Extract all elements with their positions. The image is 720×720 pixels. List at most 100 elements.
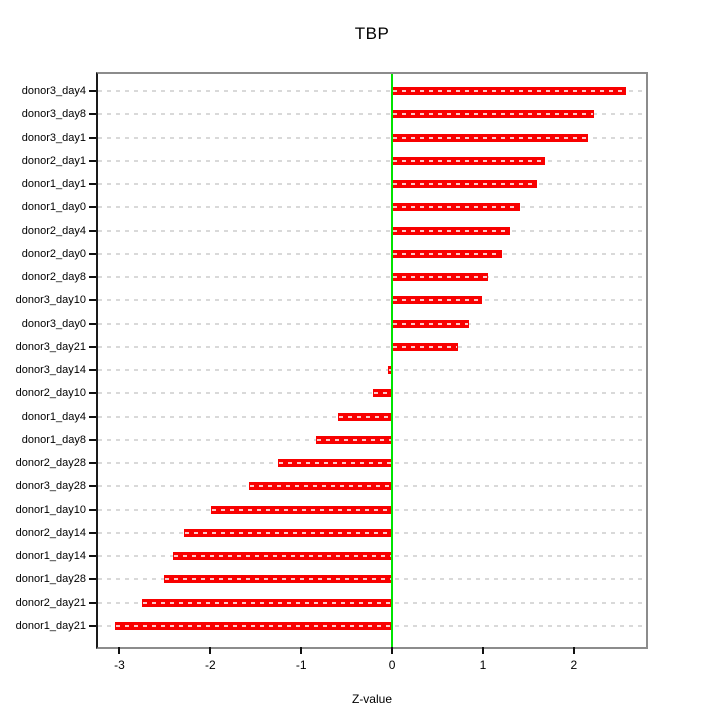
y-axis-label: donor3_day1 xyxy=(21,131,86,144)
plot-area: donor3_day4 donor3_day8 donor3_day1 donor2_… xyxy=(16,72,648,672)
y-axis-tick xyxy=(89,415,96,418)
bar-centerline xyxy=(393,299,482,302)
y-axis-tick xyxy=(89,183,96,185)
bar xyxy=(249,482,393,491)
y-axis-tick xyxy=(89,252,96,255)
bar-centerline xyxy=(393,90,625,92)
y-axis-tick xyxy=(89,90,96,92)
bar xyxy=(392,156,545,165)
bar xyxy=(183,528,393,537)
bar xyxy=(163,575,393,584)
y-axis-label: donor2_day14 xyxy=(15,526,86,539)
zero-reference-line xyxy=(391,74,394,647)
bar-centerline xyxy=(393,113,593,116)
gridline xyxy=(98,392,646,395)
y-axis-label: donor3_day4 xyxy=(21,85,86,97)
bar xyxy=(372,389,393,398)
bar-centerline xyxy=(373,392,392,395)
bar xyxy=(392,273,489,281)
bar xyxy=(173,552,393,560)
bar-centerline xyxy=(393,183,537,185)
gridline xyxy=(98,252,646,255)
y-axis-tick xyxy=(89,206,96,209)
x-axis-title: Z-value xyxy=(351,692,392,706)
bar xyxy=(392,319,470,328)
bar xyxy=(392,133,589,142)
gridline xyxy=(98,276,646,278)
x-axis-tick xyxy=(209,647,212,654)
bar xyxy=(392,203,521,212)
gridline xyxy=(98,345,646,348)
gridline xyxy=(98,299,646,302)
gridline xyxy=(98,369,646,371)
x-tick-label: -3 xyxy=(114,658,125,672)
y-axis-tick xyxy=(89,276,96,278)
y-axis-label: donor3_day21 xyxy=(15,340,86,353)
bar-centerline xyxy=(143,601,392,604)
y-axis-label: donor1_day28 xyxy=(15,573,86,586)
gridline xyxy=(98,90,646,92)
x-tick-label: -1 xyxy=(295,658,307,672)
y-axis-label: donor3_day0 xyxy=(21,317,86,330)
y-axis-tick xyxy=(89,299,96,302)
y-axis-label: donor2_day28 xyxy=(15,457,86,469)
bar-centerline xyxy=(393,252,502,255)
y-axis-tick xyxy=(89,485,96,488)
bar-centerline xyxy=(393,229,510,232)
bar-centerline xyxy=(115,624,392,627)
gridline xyxy=(98,113,646,116)
y-axis-tick xyxy=(89,392,96,395)
bar-centerline xyxy=(338,415,392,418)
bar-centerline xyxy=(174,555,392,557)
y-axis-tick xyxy=(89,113,96,116)
y-axis-label: donor1_day8 xyxy=(21,433,86,446)
bar-centerline xyxy=(184,531,392,534)
x-axis-tick xyxy=(118,647,121,654)
bar xyxy=(392,226,511,235)
bar-centerline xyxy=(316,438,392,441)
bar xyxy=(392,249,503,258)
bar-centerline xyxy=(164,578,392,581)
y-axis-tick xyxy=(89,601,96,604)
y-axis-tick xyxy=(89,369,96,371)
gridline xyxy=(98,136,646,139)
y-axis-tick xyxy=(89,578,96,581)
x-axis-tick xyxy=(300,647,303,654)
x-axis-tick xyxy=(481,647,484,654)
bar xyxy=(392,87,626,95)
bar xyxy=(392,110,594,119)
bar xyxy=(392,342,458,351)
bar-centerline xyxy=(393,345,457,348)
gridline xyxy=(98,206,646,209)
y-axis-label: donor1_day4 xyxy=(21,410,86,423)
y-axis-tick xyxy=(89,555,96,557)
y-axis-tick xyxy=(89,462,96,464)
y-axis-tick xyxy=(89,438,96,441)
y-axis-label: donor3_day10 xyxy=(15,294,86,307)
x-tick-label: 1 xyxy=(479,658,487,672)
y-axis-label: donor2_day10 xyxy=(15,387,86,400)
y-axis-label: donor2_day8 xyxy=(21,271,86,283)
bar-centerline xyxy=(393,322,469,325)
gridline xyxy=(98,183,646,185)
bar-centerline xyxy=(393,136,588,139)
bar xyxy=(392,180,538,188)
y-axis-label: donor3_day8 xyxy=(21,108,86,121)
bar xyxy=(114,621,393,630)
y-axis-tick xyxy=(89,229,96,232)
y-axis-label: donor1_day21 xyxy=(15,619,86,632)
y-axis-tick xyxy=(89,345,96,348)
y-axis-label: donor3_day14 xyxy=(15,364,86,376)
y-axis-tick xyxy=(89,322,96,325)
bar xyxy=(278,459,393,467)
x-tick-label: 2 xyxy=(570,658,578,672)
y-axis-label: donor1_day1 xyxy=(21,178,86,190)
bar xyxy=(211,505,393,514)
y-axis-tick xyxy=(89,531,96,534)
bar xyxy=(387,366,393,374)
gridline xyxy=(98,322,646,325)
x-tick-label: -2 xyxy=(204,658,216,672)
gridline xyxy=(98,229,646,232)
